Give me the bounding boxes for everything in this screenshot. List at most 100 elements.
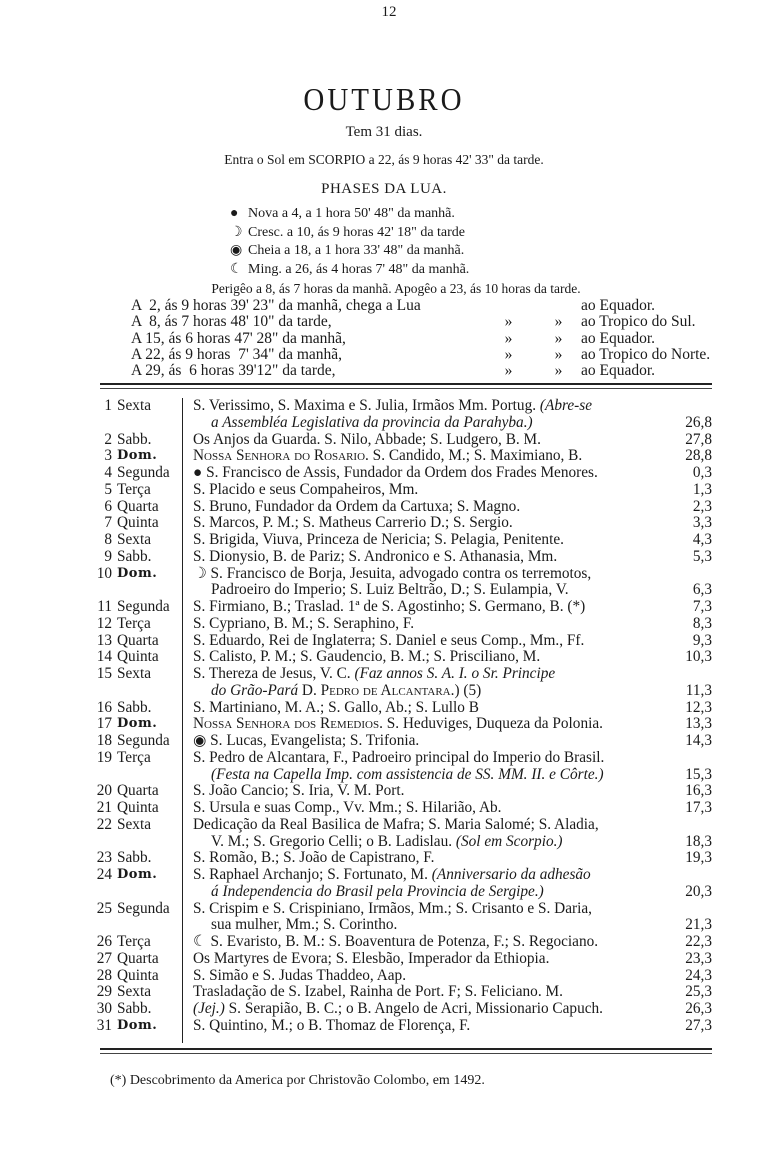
row-value: 14,3 (685, 732, 712, 749)
line-text: S. Raphael Archanjo; S. Fortunato, M. (A… (193, 866, 668, 884)
equator-time: A 29, ás 6 horas 39'12" da tarde, (131, 362, 336, 380)
line-text: S. Romão, B.; S. João de Capistrano, F. (193, 849, 668, 867)
table-row: 28 Quinta S. Simão e S. Judas Thaddeo, Aap… (96, 966, 712, 985)
weekday: Dom. (117, 565, 158, 581)
text-line: S. João Cancio; S. Iria, V. M. Port. 16,3 (193, 782, 712, 800)
saints-text: S. Quintino, M.; o B. Thomaz de Florença… (187, 1017, 712, 1035)
day-number: 10 (96, 564, 112, 582)
saints-text: Nossa Senhora dos Remedios. S. Heduviges… (187, 715, 712, 733)
table-row: 2 Sabb. Os Anjos da Guarda. S. Nilo, Abbad… (96, 430, 712, 449)
column-divider (182, 398, 183, 1043)
line-text: a Assembléa Legislativa da provincia da … (193, 414, 668, 432)
line-text: S. Simão e S. Judas Thaddeo, Aap. (193, 966, 668, 985)
day-number: 3 (104, 447, 112, 465)
table-row: 10 Dom. ☽ S. Francisco de Borja, Jesuita, … (96, 564, 712, 600)
table-row: 6 Quarta S. Bruno, Fundador da Ordem da Ca… (96, 497, 712, 516)
line-text: sua mulher, Mm.; S. Corintho. (193, 916, 668, 934)
saints-text: S. Pedro de Alcantara, F., Padroeiro pri… (187, 748, 712, 784)
ditto-mark: » (504, 329, 513, 347)
day-number: 6 (104, 497, 112, 515)
table-row: 20 Quarta S. João Cancio; S. Iria, V. M. P… (96, 782, 712, 800)
text-line: ☾ S. Evaristo, B. M.: S. Boaventura de P… (193, 933, 712, 951)
text-segment: S. Pedro de Alcantara, F., Padroeiro pri… (193, 748, 605, 766)
line-text: ● S. Francisco de Assis, Fundador da Ord… (193, 464, 668, 482)
text-segment: S. Simão e S. Judas Thaddeo, Aap. (193, 966, 407, 984)
weekday: Segunda (117, 732, 170, 749)
weekday: Sabb. (117, 698, 152, 716)
footnote: (*) Descobrimento da America por Christo… (110, 1073, 485, 1088)
text-segment: S. Eduardo, Rei de Inglaterra; S. Daniel… (193, 631, 585, 649)
row-value: 23,3 (685, 949, 712, 967)
line-text: S. Calisto, P. M.; S. Gaudencio, B. M.; … (193, 648, 668, 666)
first-quarter-moon-icon: ☽ (193, 564, 211, 582)
phases-heading: PHASES DA LUA. (321, 181, 447, 197)
weekday: Sabb. (117, 430, 152, 448)
day-number: 2 (104, 430, 112, 448)
text-line: S. Verissimo, S. Maxima e S. Julia, Irmã… (193, 397, 712, 415)
line-text: S. Eduardo, Rei de Inglaterra; S. Daniel… (193, 631, 668, 650)
weekday: Terça (117, 614, 151, 632)
row-value: 26,8 (685, 413, 712, 431)
ditto-mark: » (504, 362, 513, 380)
month-title: OUTUBRO (303, 82, 465, 118)
row-value: 16,3 (685, 782, 712, 800)
line-text: S. Dionysio, B. de Pariz; S. Andronico e… (193, 547, 668, 566)
text-segment: S. Evaristo, B. M.: S. Boaventura de Pot… (210, 933, 599, 950)
day-number: 7 (104, 514, 112, 532)
row-value (668, 750, 712, 767)
italic-note: (Abre-se (539, 397, 592, 414)
ditto-mark: » (554, 329, 563, 347)
weekday: Terça (117, 748, 151, 766)
text-line: Padroeiro do Imperio; S. Luiz Beltrão, D… (193, 581, 712, 599)
text-segment: S. Firmiano, B.; Traslad. 1ª de S. Agost… (193, 598, 586, 615)
full-moon-icon: ◉ (230, 243, 243, 258)
text-segment: S. Romão, B.; S. João de Capistrano, F. (193, 849, 435, 867)
table-row: 29 Sexta Trasladação de S. Izabel, Rainha … (96, 983, 712, 1001)
italic-note: do Grão-Pará (211, 681, 299, 699)
table-row: 30 Sabb. (Jej.) S. Serapião, B. C.; o B. A… (96, 1000, 712, 1018)
text-line: Trasladação de S. Izabel, Rainha de Port… (193, 983, 712, 1001)
table-row: 8 Sexta S. Brigida, Viuva, Princeza de Ner… (96, 531, 712, 549)
equator-line: A 15, ás 6 horas 47' 28" da manhã, » » ao E… (131, 329, 710, 347)
text-line: S. Simão e S. Judas Thaddeo, Aap. 24,3 (193, 966, 712, 985)
weekday: Sexta (117, 983, 151, 1001)
day-number: 9 (104, 547, 112, 565)
text-segment: S. Calisto, P. M.; S. Gaudencio, B. M.; … (193, 648, 541, 666)
line-text: S. Pedro de Alcantara, F., Padroeiro pri… (193, 748, 668, 767)
full-moon-icon: ◉ (193, 732, 211, 749)
moon-phase-item: ◉ Cheia a 18, a 1 hora 33' 48" da manhã. (230, 242, 469, 261)
line-text: S. Verissimo, S. Maxima e S. Julia, Irmã… (193, 397, 668, 415)
text-line: Dedicação da Real Basilica de Mafra; S. … (193, 816, 712, 834)
row-value: 25,3 (685, 983, 712, 1001)
table-row: 31 Dom. S. Quintino, M.; o B. Thomaz de Fl… (96, 1017, 712, 1035)
feast-name: Nossa Senhora do Rosario. (193, 447, 369, 465)
table-row: 16 Sabb. S. Martiniano, M. A.; S. Gallo, A… (96, 698, 712, 717)
day-number: 20 (96, 782, 112, 800)
moon-phase-text: Cheia a 18, a 1 hora 33' 48" da manhã. (248, 243, 465, 258)
text-line: S. Raphael Archanjo; S. Fortunato, M. (A… (193, 866, 712, 884)
weekday: Sexta (117, 531, 151, 548)
saints-text: Os Anjos da Guarda. S. Nilo, Abbade; S. … (187, 431, 712, 449)
text-segment: S. Raphael Archanjo; S. Fortunato, M. (193, 866, 432, 883)
double-rule-top-thin (100, 388, 712, 389)
table-row: 3 Dom. Nossa Senhora do Rosario. S. Candid… (96, 447, 712, 465)
line-text: (Festa na Capella Imp. com assistencia d… (193, 766, 668, 784)
saints-text: ● S. Francisco de Assis, Fundador da Ord… (187, 464, 712, 482)
day-number: 12 (96, 614, 112, 632)
equator-destination: ao Tropico do Sul. (581, 313, 696, 331)
line-text: S. Marcos, P. M.; S. Matheus Carrerio D.… (193, 514, 668, 532)
table-row: 27 Quarta Os Martyres de Evora; S. Elesbão… (96, 949, 712, 968)
weekday: Dom. (117, 448, 158, 464)
row-value: 19,3 (685, 849, 712, 867)
text-segment: sua mulher, Mm.; S. Corintho. (211, 916, 398, 934)
text-line: a Assembléa Legislativa da provincia da … (193, 413, 712, 432)
text-segment: S. Dionysio, B. de Pariz; S. Andronico e… (193, 547, 558, 565)
moon-phases-list: ● Nova a 4, a 1 hora 50' 48" da manhã. ☽ Cr… (230, 205, 469, 279)
equator-line: A 22, ás 9 horas 7' 34" da manhã, » » ao Tr… (131, 346, 710, 363)
text-line: Os Anjos da Guarda. S. Nilo, Abbade; S. … (193, 431, 712, 449)
text-segment: S. Ursula e suas Comp., Vv. Mm.; S. Hila… (193, 799, 502, 816)
day-number: 19 (96, 748, 112, 766)
equator-line: A 8, ás 7 horas 48' 10" da tarde, » » ao Tr… (131, 313, 710, 331)
day-number: 16 (96, 698, 112, 716)
italic-note: (Sol em Scorpio.) (455, 832, 563, 850)
